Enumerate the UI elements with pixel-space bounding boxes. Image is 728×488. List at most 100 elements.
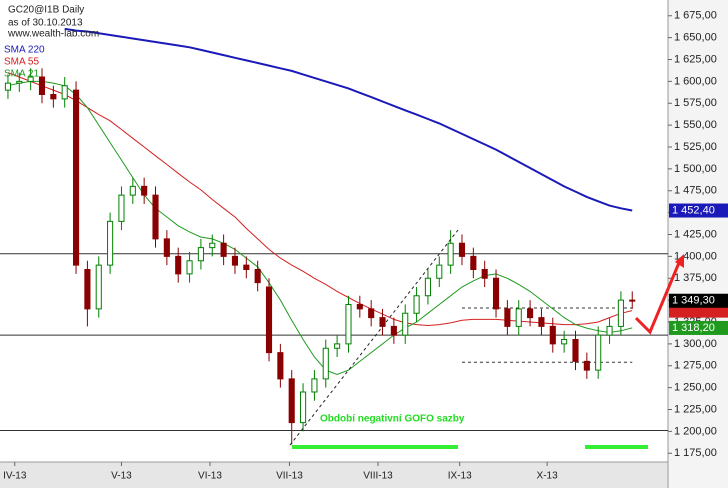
x-tick-label: VII-13 xyxy=(276,471,303,482)
candle-body xyxy=(27,76,34,82)
last-price-label: 1 349,30 xyxy=(672,295,715,307)
candle-body xyxy=(538,317,545,327)
y-tick-label: 1 575,00 xyxy=(674,97,717,109)
candle-body xyxy=(277,352,284,380)
candle-body xyxy=(61,85,68,100)
plot-area xyxy=(0,0,668,462)
price-axis-panel xyxy=(668,0,728,488)
last-price-label: 1 452,40 xyxy=(672,204,715,216)
candle-body xyxy=(4,82,11,91)
arrow xyxy=(634,257,683,335)
candle-body xyxy=(95,264,102,310)
candle-body xyxy=(141,185,148,196)
candle-body xyxy=(368,308,375,319)
y-tick-label: 1 550,00 xyxy=(674,119,717,131)
annotation: Období negativní GOFO sazby xyxy=(320,414,465,425)
candle-body xyxy=(118,194,125,222)
last-price-box xyxy=(669,320,728,335)
candle-body xyxy=(481,269,488,279)
y-tick-label: 1 500,00 xyxy=(674,163,717,175)
candle-body xyxy=(470,255,477,270)
candle-body xyxy=(402,312,409,336)
candle-body xyxy=(345,304,352,345)
y-tick-label: 1 625,00 xyxy=(674,53,717,65)
candle-body xyxy=(265,286,273,354)
candle-body xyxy=(492,277,500,310)
candle-body xyxy=(186,260,193,275)
y-tick-label: 1 200,00 xyxy=(674,425,717,437)
source: www.wealth-lab.com xyxy=(7,29,99,40)
time-axis-panel xyxy=(0,462,668,488)
candle-body xyxy=(38,76,46,95)
candle-body xyxy=(413,295,420,314)
legend-entry: SMA 55 xyxy=(4,57,39,68)
candle-body xyxy=(515,308,522,327)
y-tick-label: 1 525,00 xyxy=(674,141,717,153)
candle-body xyxy=(322,347,329,380)
x-tick-label: IX-13 xyxy=(448,471,472,482)
y-tick-label: 1 225,00 xyxy=(674,403,717,415)
y-tick-label: 1 250,00 xyxy=(674,382,717,394)
candle-body xyxy=(254,269,261,284)
y-tick-label: 1 600,00 xyxy=(674,75,717,87)
last-price-label: 1 318,20 xyxy=(672,322,715,334)
y-tick-label: 1 425,00 xyxy=(674,228,717,240)
candle-body xyxy=(561,339,568,345)
candle-body xyxy=(107,220,114,266)
y-tick-label: 1 275,00 xyxy=(674,360,717,372)
y-tick-label: 1 400,00 xyxy=(674,250,717,262)
candle-body xyxy=(197,247,204,262)
candle-body xyxy=(243,264,250,270)
candle-body xyxy=(334,343,341,349)
sma-line xyxy=(7,72,633,327)
candle-body xyxy=(527,308,534,319)
candle-body xyxy=(447,242,454,266)
candle-body xyxy=(288,378,295,424)
x-tick-label: VIII-13 xyxy=(363,471,393,482)
candle-body xyxy=(356,304,363,310)
candle-body xyxy=(606,325,613,336)
candle-body xyxy=(458,242,466,257)
y-tick-label: 1 475,00 xyxy=(674,185,717,197)
candle-body xyxy=(231,255,239,266)
candle-body xyxy=(152,194,159,240)
candle-body xyxy=(424,277,431,297)
candle-body xyxy=(549,325,556,345)
arrow-head xyxy=(675,254,684,268)
candle-body xyxy=(209,242,216,249)
candle-body xyxy=(175,255,182,275)
candle-body xyxy=(129,185,136,196)
last-price-box xyxy=(669,293,728,308)
candle-body xyxy=(595,334,602,371)
last-price-box xyxy=(669,203,728,218)
candle-body xyxy=(220,242,227,257)
legend-entry: SMA 220 xyxy=(4,45,45,56)
candle-body xyxy=(390,325,397,336)
candle-body xyxy=(300,391,307,424)
candle-body xyxy=(583,360,590,371)
x-tick-label: V-13 xyxy=(111,471,132,482)
y-tick-label: 1 175,00 xyxy=(674,447,717,459)
candle-body xyxy=(72,89,80,266)
chart-subtitle: as of 30.10.2013 xyxy=(8,18,83,29)
candle-body xyxy=(504,308,511,327)
x-tick-label: X-13 xyxy=(537,471,559,482)
y-tick-label: 1 675,00 xyxy=(674,10,717,22)
candle-body xyxy=(16,80,23,84)
candle-body xyxy=(629,299,636,302)
y-tick-label: 1 650,00 xyxy=(674,32,717,44)
candle-body xyxy=(84,269,91,310)
legend-entry: SMA 21 xyxy=(4,69,39,80)
y-tick-label: 1 300,00 xyxy=(674,338,717,350)
x-tick-label: IV-13 xyxy=(3,471,27,482)
candle-body xyxy=(163,238,170,257)
candle-body xyxy=(311,378,318,393)
candle-body xyxy=(572,339,579,362)
candle-body xyxy=(50,94,57,100)
chart-title: GC20@I1B Daily xyxy=(8,5,84,16)
y-tick-label: 1 375,00 xyxy=(674,272,717,284)
x-tick-label: VI-13 xyxy=(198,471,222,482)
candle-body xyxy=(436,264,443,279)
sma-line xyxy=(7,80,633,376)
